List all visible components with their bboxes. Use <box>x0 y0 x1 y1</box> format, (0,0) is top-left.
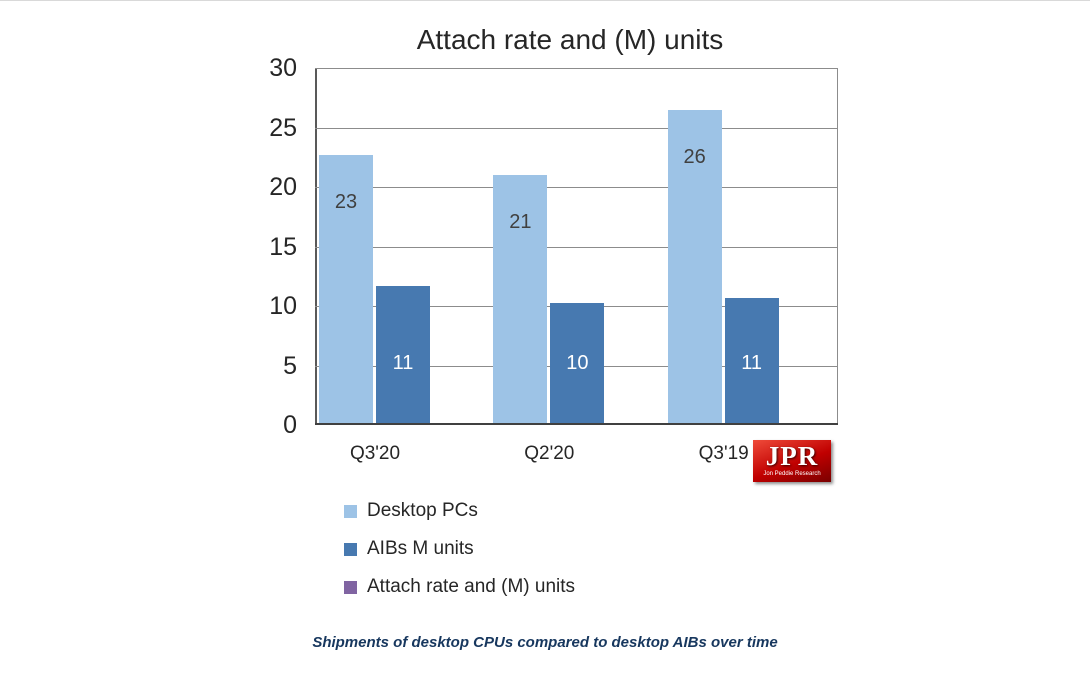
bar-desktop-pcs-3: 26 <box>667 110 722 423</box>
bar-aibs-m-units-1: 11 <box>376 286 430 423</box>
plot-area: 23 21 26 11 10 11 <box>315 68 838 425</box>
bar-data-label: 23 <box>334 191 358 214</box>
chart-legend: Desktop PCs AIBs M units Attach rate and (… <box>344 500 575 614</box>
chart-title: Attach rate and (M) units <box>416 24 724 55</box>
legend-swatch-icon <box>344 504 357 518</box>
legend-item-2: AIBs M units <box>344 538 575 560</box>
bar-aibs-m-units-3: 11 <box>724 298 779 423</box>
bar-desktop-pcs-1: 23 <box>319 155 373 423</box>
bar-desktop-pcs-2: 21 <box>493 175 548 423</box>
gridline-y-25 <box>315 127 838 129</box>
y-tick-label-20: 20 <box>269 173 297 201</box>
gridline-y-15 <box>315 246 838 248</box>
gridline-y-20 <box>315 187 838 188</box>
gridline-y-30 <box>315 68 838 69</box>
jpr-logo: JPR Jon Peddie Research <box>753 440 831 482</box>
bar-data-label: 11 <box>741 352 763 374</box>
bar-data-label: 21 <box>509 211 532 234</box>
bar-data-label: 10 <box>566 352 589 374</box>
legend-label: Attach rate and (M) units <box>367 576 576 597</box>
x-tick-label-2: Q2'20 <box>524 443 575 464</box>
jpr-logo-text: JPR <box>765 441 819 471</box>
x-axis-line <box>315 423 838 425</box>
jpr-logo-subtext: Jon Peddie Research <box>763 471 821 477</box>
y-tick-label-15: 15 <box>269 232 297 261</box>
legend-item-1: Desktop PCs <box>344 500 575 522</box>
y-tick-label-0: 0 <box>283 411 297 439</box>
y-tick-label-10: 10 <box>269 292 297 320</box>
bar-data-label: 11 <box>392 352 414 374</box>
y-tick-label-25: 25 <box>269 113 297 142</box>
legend-swatch-icon <box>344 542 357 556</box>
y-tick-label-30: 30 <box>269 54 297 82</box>
bar-data-label: 26 <box>683 146 706 169</box>
figure-caption: Shipments of desktop CPUs compared to de… <box>312 634 778 651</box>
bar-aibs-m-units-2: 10 <box>550 302 605 423</box>
legend-label: Desktop PCs <box>367 500 478 521</box>
legend-swatch-icon <box>344 580 357 594</box>
top-divider <box>0 0 1090 1</box>
y-tick-label-5: 5 <box>283 351 297 380</box>
x-tick-label-3: Q3'19 <box>698 443 749 464</box>
legend-item-3: Attach rate and (M) units <box>344 576 575 598</box>
legend-label: AIBs M units <box>367 538 474 559</box>
x-tick-label-1: Q3'20 <box>349 443 401 464</box>
